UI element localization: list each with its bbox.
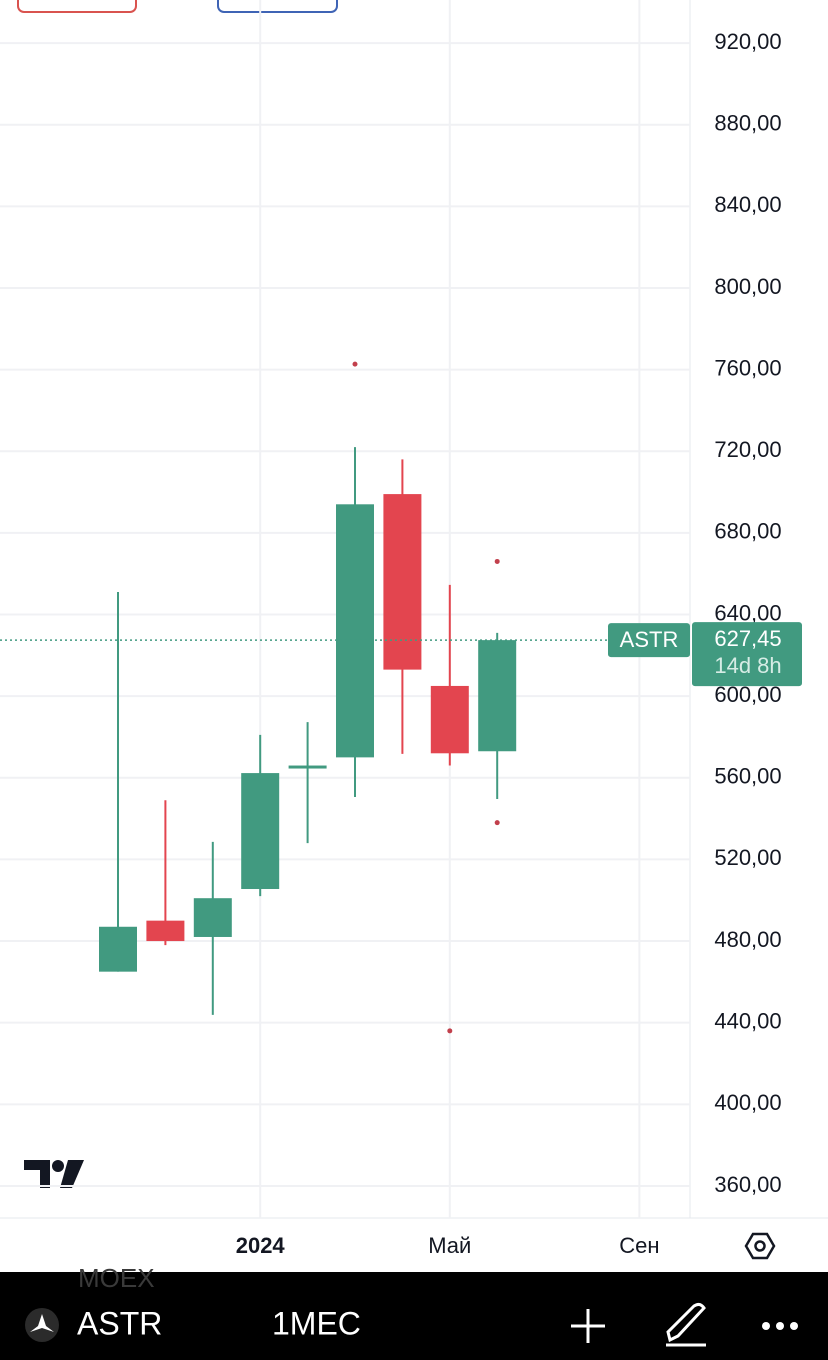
- symbol-icon[interactable]: [25, 1308, 59, 1342]
- y-tick-label: 600,00: [714, 682, 781, 707]
- symbol-tag-label: ASTR: [620, 627, 679, 652]
- interval-label[interactable]: 1МЕС: [272, 1305, 361, 1341]
- candle-body: [146, 920, 185, 942]
- y-tick-label: 720,00: [714, 437, 781, 462]
- top-button[interactable]: [17, 0, 137, 13]
- more-button[interactable]: [762, 1322, 798, 1330]
- countdown-label: 14d 8h: [714, 653, 781, 678]
- y-tick-label: 640,00: [714, 600, 781, 625]
- candle-body: [336, 504, 374, 758]
- y-tick-label: 440,00: [714, 1008, 781, 1033]
- y-tick-label: 520,00: [714, 845, 781, 870]
- x-tick-label: Май: [428, 1233, 471, 1258]
- add-button[interactable]: [571, 1309, 605, 1343]
- y-tick-label: 880,00: [714, 111, 781, 136]
- y-tick-label: 360,00: [714, 1172, 781, 1197]
- y-tick-label: 840,00: [714, 192, 781, 217]
- x-tick-label: 2024: [236, 1233, 286, 1258]
- symbol-label[interactable]: ASTR: [77, 1305, 162, 1341]
- marker-dot: [494, 820, 500, 826]
- exchange-label: MOEX: [78, 1263, 155, 1293]
- candle-body: [430, 685, 469, 754]
- marker-dot: [494, 558, 500, 564]
- tv-logo: [24, 1160, 84, 1188]
- y-tick-label: 480,00: [714, 927, 781, 952]
- y-tick-label: 680,00: [714, 519, 781, 544]
- price-tag: [692, 622, 802, 687]
- top-button[interactable]: [217, 0, 338, 13]
- candle-body: [383, 494, 422, 670]
- price-tag-label: 627,45: [714, 626, 781, 651]
- y-tick-label: 560,00: [714, 764, 781, 789]
- candle-body: [241, 773, 280, 890]
- candle-body: [288, 765, 327, 769]
- candle-body: [193, 898, 232, 937]
- y-tick-label: 760,00: [714, 355, 781, 380]
- marker-dot: [352, 361, 358, 367]
- y-tick-label: 800,00: [714, 274, 781, 299]
- settings-icon[interactable]: [744, 1232, 776, 1260]
- candle-body: [478, 640, 517, 752]
- x-tick-label: Сен: [619, 1233, 659, 1258]
- marker-dot: [447, 1028, 453, 1034]
- symbol-tag: [608, 623, 690, 658]
- y-tick-label: 400,00: [714, 1090, 781, 1115]
- candle-body: [99, 926, 137, 972]
- y-tick-label: 920,00: [714, 29, 781, 54]
- draw-button[interactable]: [666, 1302, 706, 1347]
